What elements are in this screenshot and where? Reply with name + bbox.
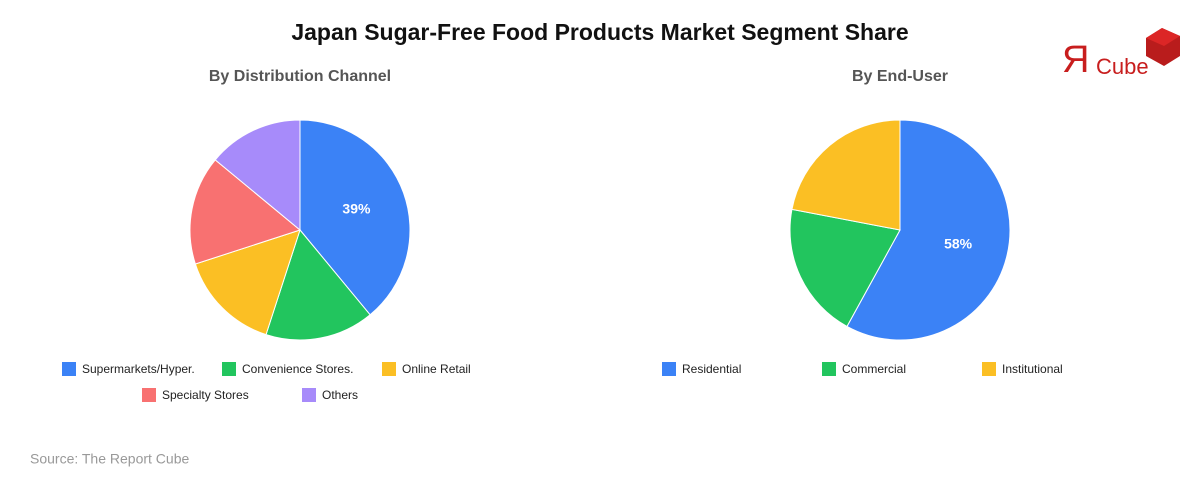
pie-slice <box>789 208 901 328</box>
pie-slice <box>299 119 411 316</box>
slice-label: 58% <box>944 236 973 252</box>
pie-slice <box>791 119 901 231</box>
pie-slice <box>194 229 301 336</box>
legend-swatch <box>62 362 76 376</box>
legend-label: Online Retail <box>402 362 471 376</box>
legend-swatch <box>142 388 156 402</box>
logo-mark: Я <box>1062 39 1089 81</box>
legend-label: Residential <box>682 362 741 376</box>
pie-slice <box>214 119 301 232</box>
pie-slice <box>846 119 1011 341</box>
legend-label: Institutional <box>1002 362 1063 376</box>
legend-swatch <box>822 362 836 376</box>
logo-text: Cube <box>1096 54 1149 79</box>
chart-subtitle: By Distribution Channel <box>209 68 391 85</box>
legend-swatch <box>662 362 676 376</box>
legend-label: Supermarkets/Hyper. <box>82 362 195 376</box>
legend-label: Convenience Stores. <box>242 362 353 376</box>
page-title: Japan Sugar-Free Food Products Market Se… <box>291 19 908 45</box>
slice-label: 39% <box>342 200 371 216</box>
chart-subtitle: By End-User <box>852 68 948 85</box>
legend-label: Commercial <box>842 362 906 376</box>
pie-slice <box>265 228 371 341</box>
logo: Я Cube <box>1062 28 1180 81</box>
logo-cube-top <box>1146 28 1180 46</box>
legend-swatch <box>982 362 996 376</box>
legend-swatch <box>302 388 316 402</box>
legend-swatch <box>222 362 236 376</box>
pie-slice <box>189 159 302 265</box>
legend-swatch <box>382 362 396 376</box>
legend-label: Specialty Stores <box>162 388 249 402</box>
source-note: Source: The Report Cube <box>30 451 189 467</box>
legend-label: Others <box>322 388 358 402</box>
